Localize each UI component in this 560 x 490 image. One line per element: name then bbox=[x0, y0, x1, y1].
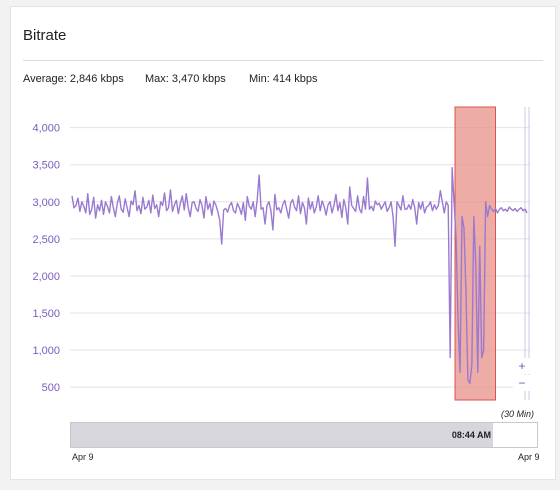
zoom-out-button[interactable]: − bbox=[513, 375, 531, 391]
navigator-end-date: Apr 9 bbox=[518, 452, 540, 462]
time-range-label: (30 Min) bbox=[501, 409, 535, 419]
y-tick-label: 1,000 bbox=[32, 345, 60, 357]
title-divider bbox=[23, 60, 543, 61]
y-tick-label: 500 bbox=[42, 382, 60, 394]
navigator-start-date: Apr 9 bbox=[72, 452, 94, 462]
navigator-time-label: 08:44 AM bbox=[451, 430, 491, 440]
stat-average: Average: 2,846 kbps bbox=[23, 73, 124, 85]
panel-title: Bitrate bbox=[23, 27, 67, 44]
bitrate-series-line bbox=[71, 166, 528, 385]
stats-row: Average: 2,846 kbps Max: 3,470 kbps Min:… bbox=[23, 73, 317, 85]
y-tick-label: 3,000 bbox=[32, 197, 60, 209]
y-tick-label: 2,500 bbox=[32, 234, 60, 246]
navigator-selection[interactable] bbox=[71, 423, 493, 447]
y-tick-label: 4,000 bbox=[32, 123, 60, 135]
y-tick-label: 2,000 bbox=[32, 271, 60, 283]
zoom-in-button[interactable]: + bbox=[513, 358, 531, 374]
y-tick-label: 1,500 bbox=[32, 308, 60, 320]
y-tick-label: 3,500 bbox=[32, 160, 60, 172]
stat-max: Max: 3,470 kbps bbox=[145, 73, 226, 85]
navigator-bar[interactable]: 08:44 AM bbox=[70, 422, 538, 448]
stat-min: Min: 414 kbps bbox=[249, 73, 318, 85]
